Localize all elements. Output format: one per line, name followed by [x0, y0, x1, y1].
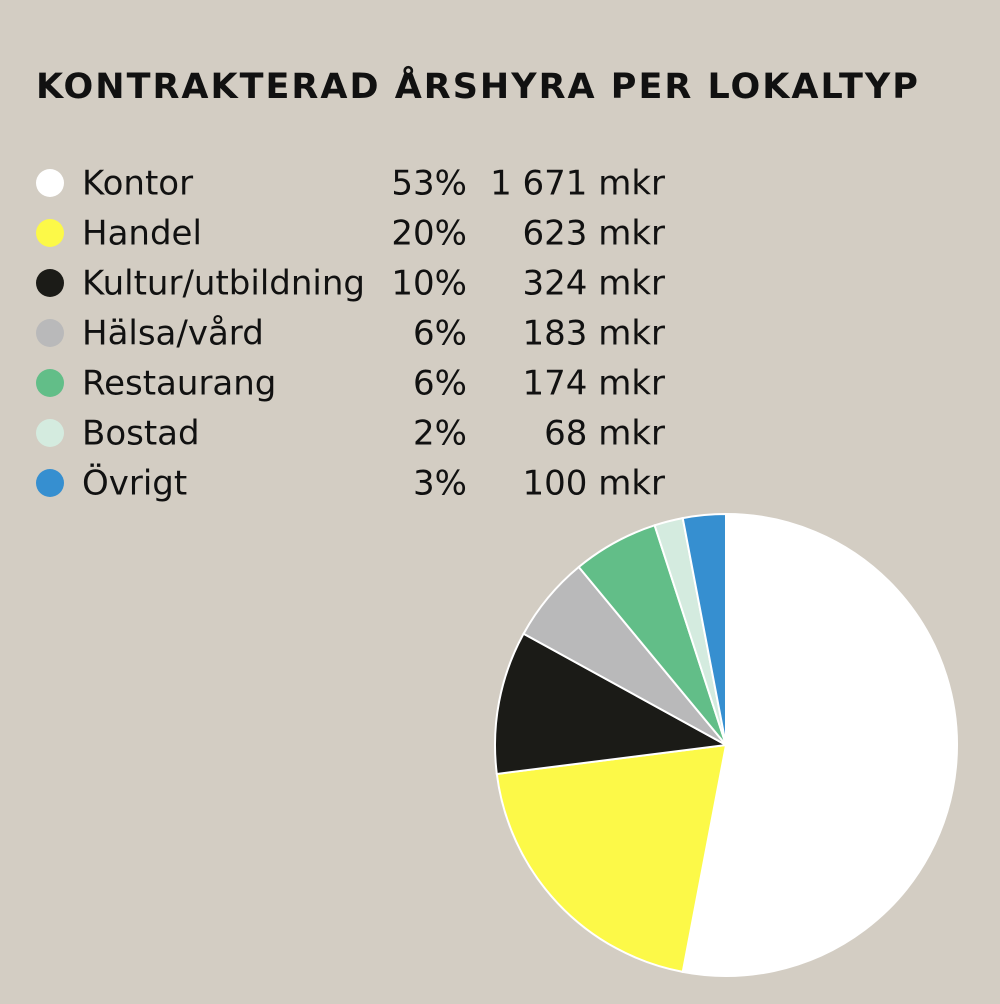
chart-title: KONTRAKTERAD ÅRSHYRA PER LOKALTYP: [36, 65, 920, 107]
pie-slice: [681, 512, 958, 977]
legend-swatch: [36, 469, 64, 497]
legend-label: Handel: [82, 214, 202, 254]
amount-label: 623 mkr: [523, 214, 666, 254]
legend-label: Hälsa/vård: [82, 314, 264, 354]
pie-slice: [495, 743, 728, 974]
legend-label: Övrigt: [82, 463, 187, 504]
value-label: 6%: [413, 364, 467, 404]
amount-label: 68 mkr: [544, 414, 665, 454]
legend-label: Bostad: [82, 414, 200, 454]
amount-label: 1 671 mkr: [490, 164, 665, 204]
amount-label: 183 mkr: [523, 314, 666, 354]
legend-swatch: [36, 369, 64, 397]
legend-swatch: [36, 219, 64, 247]
amount-label: 174 mkr: [523, 364, 666, 404]
value-label: 6%: [413, 314, 467, 354]
value-label: 20%: [391, 214, 467, 254]
legend-label: Kultur/utbildning: [82, 264, 365, 304]
value-label: 10%: [391, 264, 467, 304]
value-label: 53%: [391, 164, 467, 204]
pie-slice: [681, 512, 727, 746]
value-label: 3%: [413, 464, 467, 504]
legend-swatch: [36, 169, 64, 197]
pie-slice: [494, 632, 730, 776]
amount-label: 324 mkr: [523, 264, 666, 304]
amount-label: 100 mkr: [523, 464, 666, 504]
legend-label: Kontor: [82, 164, 193, 204]
legend-swatch: [36, 419, 64, 447]
legend-swatch: [36, 269, 64, 297]
legend-label: Restaurang: [82, 364, 276, 404]
value-label: 2%: [413, 414, 467, 454]
legend-swatch: [36, 319, 64, 347]
